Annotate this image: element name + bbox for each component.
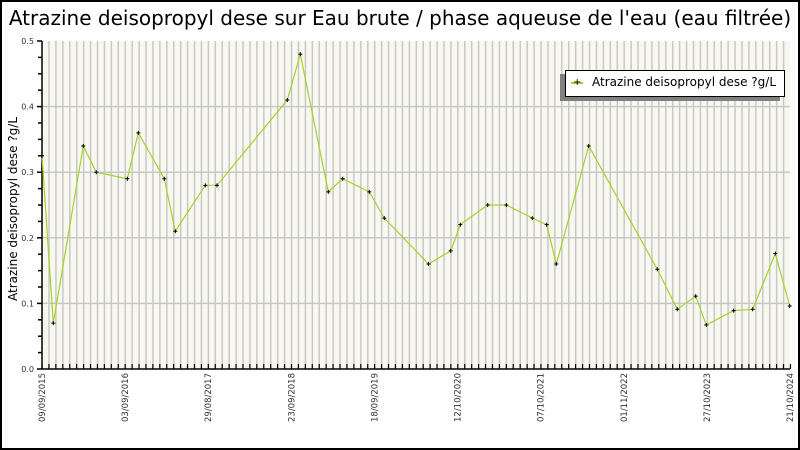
x-tick-label: 12/10/2020 (454, 373, 464, 422)
x-tick-label: 29/08/2017 (204, 373, 214, 422)
legend-plus-marker-icon: + (573, 77, 582, 88)
x-tick-label: 21/10/2024 (786, 373, 796, 422)
data-point-plus-icon (750, 307, 755, 312)
data-point-plus-icon (426, 262, 431, 267)
y-tick-label: 0.0 (21, 365, 34, 374)
data-point-plus-icon (285, 98, 290, 103)
data-point-plus-icon (382, 216, 387, 221)
data-point-plus-icon (203, 183, 208, 188)
data-point-plus-icon (298, 52, 303, 57)
data-point-plus-icon (773, 251, 778, 256)
y-tick-label: 0.3 (21, 168, 34, 177)
data-point-plus-icon (215, 183, 219, 188)
x-tick-label: 27/10/2023 (703, 373, 713, 422)
data-point-plus-icon (544, 222, 549, 227)
vertical-gridlines (48, 41, 785, 369)
legend-label: Atrazine deisopropyl dese ?g/L (592, 75, 777, 89)
data-point-plus-icon (162, 176, 167, 181)
chart-title: Atrazine deisopropyl dese sur Eau brute … (8, 6, 792, 30)
y-tick-label: 0.2 (21, 234, 34, 243)
data-point-plus-icon (458, 222, 463, 227)
data-point-plus-icon (51, 321, 56, 326)
data-point-plus-icon (704, 323, 709, 328)
x-axis-ticks: 09/09/2015 03/09/2016 29/08/2017 23/09/2018… (38, 364, 796, 422)
y-axis-ticks: 0.0 0.1 0.2 0.3 0.4 0.5 (21, 37, 42, 374)
legend-line-swatch (571, 82, 583, 84)
data-point-plus-icon (586, 143, 591, 148)
x-tick-label: 09/09/2015 (38, 373, 48, 422)
data-point-plus-icon (94, 170, 99, 175)
data-point-plus-icon (40, 153, 44, 158)
y-tick-label: 0.1 (21, 299, 34, 308)
data-point-plus-icon (655, 267, 660, 272)
y-tick-label: 0.4 (21, 103, 34, 112)
data-point-plus-icon (125, 176, 130, 181)
y-tick-label: 0.5 (21, 37, 34, 46)
data-point-plus-icon (504, 203, 509, 207)
data-point-plus-icon (787, 304, 792, 309)
data-point-plus-icon (530, 216, 535, 221)
data-point-markers (40, 52, 792, 328)
data-point-plus-icon (81, 143, 86, 148)
data-point-plus-icon (675, 307, 680, 312)
data-point-plus-icon (554, 262, 559, 267)
x-tick-label: 03/09/2016 (121, 373, 131, 422)
data-point-plus-icon (367, 189, 372, 194)
x-tick-label: 07/10/2021 (537, 373, 547, 422)
data-point-plus-icon (731, 308, 736, 313)
legend: + Atrazine deisopropyl dese ?g/L (565, 70, 785, 97)
data-point-plus-icon (485, 203, 490, 207)
data-point-plus-icon (326, 189, 331, 194)
data-point-plus-icon (173, 229, 178, 234)
data-point-plus-icon (340, 176, 345, 181)
x-tick-label: 01/11/2022 (620, 373, 630, 422)
data-point-plus-icon (693, 294, 698, 299)
x-tick-label: 23/09/2018 (287, 373, 297, 422)
data-point-plus-icon (136, 130, 141, 135)
data-point-plus-icon (448, 248, 453, 253)
x-tick-label: 18/09/2019 (370, 373, 380, 422)
horizontal-gridlines (42, 105, 790, 305)
